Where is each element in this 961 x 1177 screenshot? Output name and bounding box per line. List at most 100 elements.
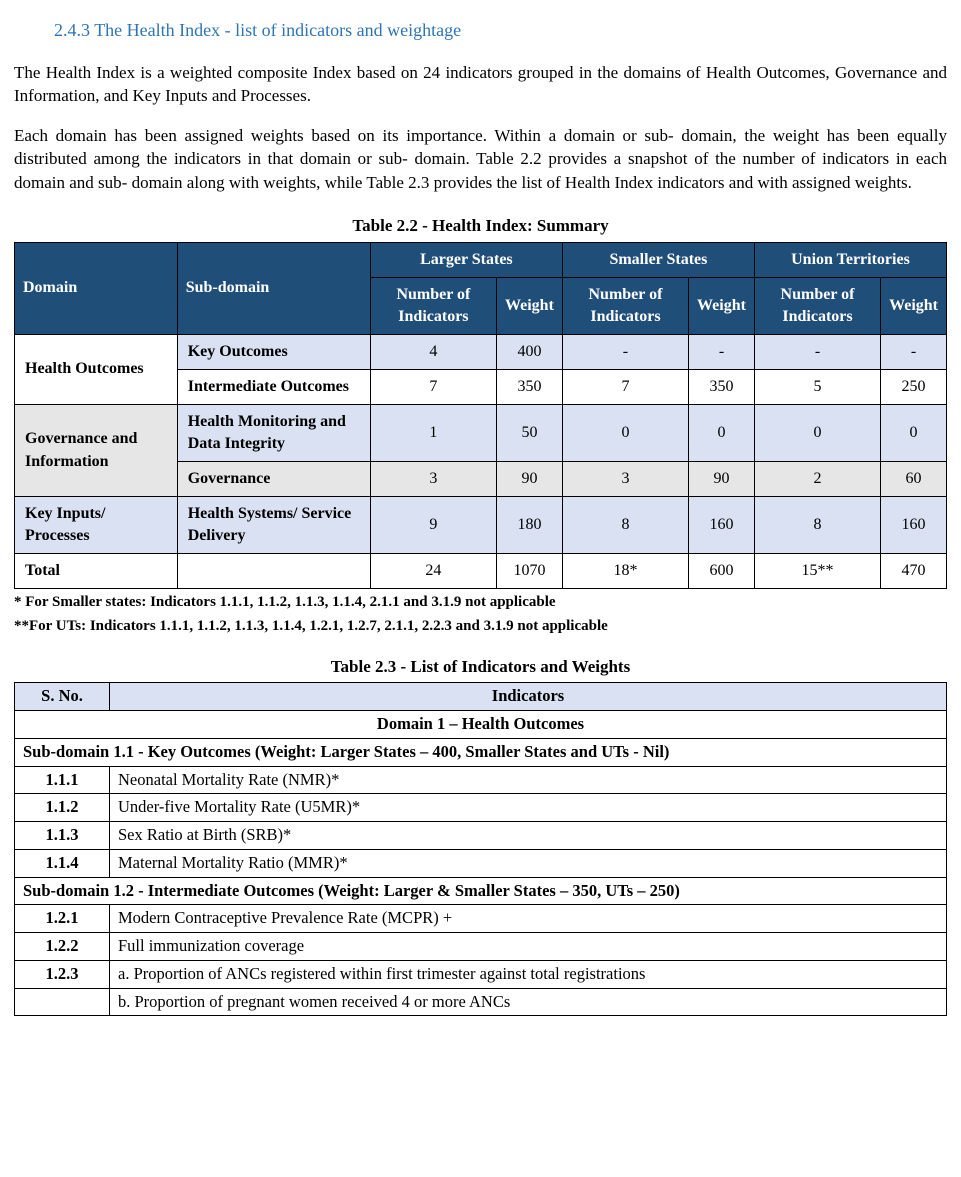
t22-footnote-2: **For UTs: Indicators 1.1.1, 1.1.2, 1.1.…: [14, 616, 947, 637]
t23-sn: 1.2.1: [15, 905, 110, 933]
cell: 0: [689, 404, 755, 461]
table-row: 1.1.1 Neonatal Mortality Rate (NMR)*: [15, 766, 947, 794]
t23-ind: b. Proportion of pregnant women received…: [110, 988, 947, 1016]
table-23: S. No. Indicators Domain 1 – Health Outc…: [14, 682, 947, 1016]
cell: 8: [754, 497, 880, 554]
t23-sn: [15, 988, 110, 1016]
cell: 3: [370, 462, 496, 497]
cell: -: [689, 334, 755, 369]
cell: 160: [881, 497, 947, 554]
cell: 250: [881, 369, 947, 404]
t23-ind: Under-five Mortality Rate (U5MR)*: [110, 794, 947, 822]
t22-h-w-3: Weight: [881, 277, 947, 334]
table-row: 1.1.3 Sex Ratio at Birth (SRB)*: [15, 822, 947, 850]
t22-domain-2: Key Inputs/ Processes: [15, 497, 178, 554]
t23-sub12: Sub-domain 1.2 - Intermediate Outcomes (…: [15, 877, 947, 905]
cell: 4: [370, 334, 496, 369]
cell: 1: [370, 404, 496, 461]
paragraph-1: The Health Index is a weighted composite…: [14, 61, 947, 108]
table-row: 1.2.1 Modern Contraceptive Prevalence Ra…: [15, 905, 947, 933]
table-22: Domain Sub-domain Larger States Smaller …: [14, 242, 947, 590]
table-row: b. Proportion of pregnant women received…: [15, 988, 947, 1016]
t23-sn: 1.1.1: [15, 766, 110, 794]
cell: 350: [497, 369, 563, 404]
t22-h-subdomain: Sub-domain: [177, 242, 370, 334]
t22-sub: Health Monitoring and Data Integrity: [177, 404, 370, 461]
t23-sn: 1.1.2: [15, 794, 110, 822]
section-heading: 2.4.3 The Health Index - list of indicat…: [54, 18, 947, 43]
table-row-total: Total 24 1070 18* 600 15** 470: [15, 554, 947, 589]
cell: 2: [754, 462, 880, 497]
t23-ind: Full immunization coverage: [110, 933, 947, 961]
cell: 7: [370, 369, 496, 404]
cell: 15**: [754, 554, 880, 589]
t23-h-sn: S. No.: [15, 683, 110, 711]
t23-sn: 1.1.4: [15, 849, 110, 877]
table-row: 1.1.4 Maternal Mortality Ratio (MMR)*: [15, 849, 947, 877]
t23-sn: 1.2.3: [15, 960, 110, 988]
cell: 60: [881, 462, 947, 497]
t22-sub: Governance: [177, 462, 370, 497]
cell: 3: [562, 462, 688, 497]
t22-h-nind-2: Number of Indicators: [562, 277, 688, 334]
t23-sn: 1.1.3: [15, 822, 110, 850]
t22-h-ut: Union Territories: [754, 242, 946, 277]
cell: 600: [689, 554, 755, 589]
cell: [177, 554, 370, 589]
cell: 90: [689, 462, 755, 497]
table-row: 1.1.2 Under-five Mortality Rate (U5MR)*: [15, 794, 947, 822]
cell: 50: [497, 404, 563, 461]
t22-h-smaller: Smaller States: [562, 242, 754, 277]
t23-sn: 1.2.2: [15, 933, 110, 961]
t23-ind: Sex Ratio at Birth (SRB)*: [110, 822, 947, 850]
paragraph-2: Each domain has been assigned weights ba…: [14, 124, 947, 194]
cell: 0: [562, 404, 688, 461]
t22-sub: Health Systems/ Service Delivery: [177, 497, 370, 554]
cell: -: [881, 334, 947, 369]
cell: 24: [370, 554, 496, 589]
t22-total-label: Total: [15, 554, 178, 589]
t23-ind: a. Proportion of ANCs registered within …: [110, 960, 947, 988]
table-row: 1.2.3 a. Proportion of ANCs registered w…: [15, 960, 947, 988]
cell: 90: [497, 462, 563, 497]
cell: 9: [370, 497, 496, 554]
t22-h-nind-3: Number of Indicators: [754, 277, 880, 334]
cell: 0: [881, 404, 947, 461]
t22-domain-0: Health Outcomes: [15, 334, 178, 404]
t22-h-w-2: Weight: [689, 277, 755, 334]
cell: -: [562, 334, 688, 369]
table23-caption: Table 2.3 - List of Indicators and Weigh…: [14, 655, 947, 678]
cell: 400: [497, 334, 563, 369]
t22-domain-1: Governance and Information: [15, 404, 178, 496]
t22-sub: Key Outcomes: [177, 334, 370, 369]
cell: 18*: [562, 554, 688, 589]
table22-caption: Table 2.2 - Health Index: Summary: [14, 214, 947, 237]
t22-sub: Intermediate Outcomes: [177, 369, 370, 404]
table-row: Key Inputs/ Processes Health Systems/ Se…: [15, 497, 947, 554]
cell: 470: [881, 554, 947, 589]
cell: 7: [562, 369, 688, 404]
cell: -: [754, 334, 880, 369]
t23-h-ind: Indicators: [110, 683, 947, 711]
t22-h-w-1: Weight: [497, 277, 563, 334]
t23-sub11: Sub-domain 1.1 - Key Outcomes (Weight: L…: [15, 738, 947, 766]
t23-ind: Maternal Mortality Ratio (MMR)*: [110, 849, 947, 877]
t22-h-domain: Domain: [15, 242, 178, 334]
cell: 350: [689, 369, 755, 404]
table-row: Governance and Information Health Monito…: [15, 404, 947, 461]
table-row: 1.2.2 Full immunization coverage: [15, 933, 947, 961]
t23-ind: Modern Contraceptive Prevalence Rate (MC…: [110, 905, 947, 933]
t23-ind: Neonatal Mortality Rate (NMR)*: [110, 766, 947, 794]
cell: 8: [562, 497, 688, 554]
cell: 0: [754, 404, 880, 461]
cell: 160: [689, 497, 755, 554]
cell: 5: [754, 369, 880, 404]
t22-h-larger: Larger States: [370, 242, 562, 277]
cell: 180: [497, 497, 563, 554]
t23-domain1: Domain 1 – Health Outcomes: [15, 711, 947, 739]
t22-footnote-1: * For Smaller states: Indicators 1.1.1, …: [14, 592, 947, 613]
section-title: The Health Index - list of indicators an…: [94, 20, 461, 40]
t22-h-nind-1: Number of Indicators: [370, 277, 496, 334]
cell: 1070: [497, 554, 563, 589]
section-number: 2.4.3: [54, 20, 90, 40]
